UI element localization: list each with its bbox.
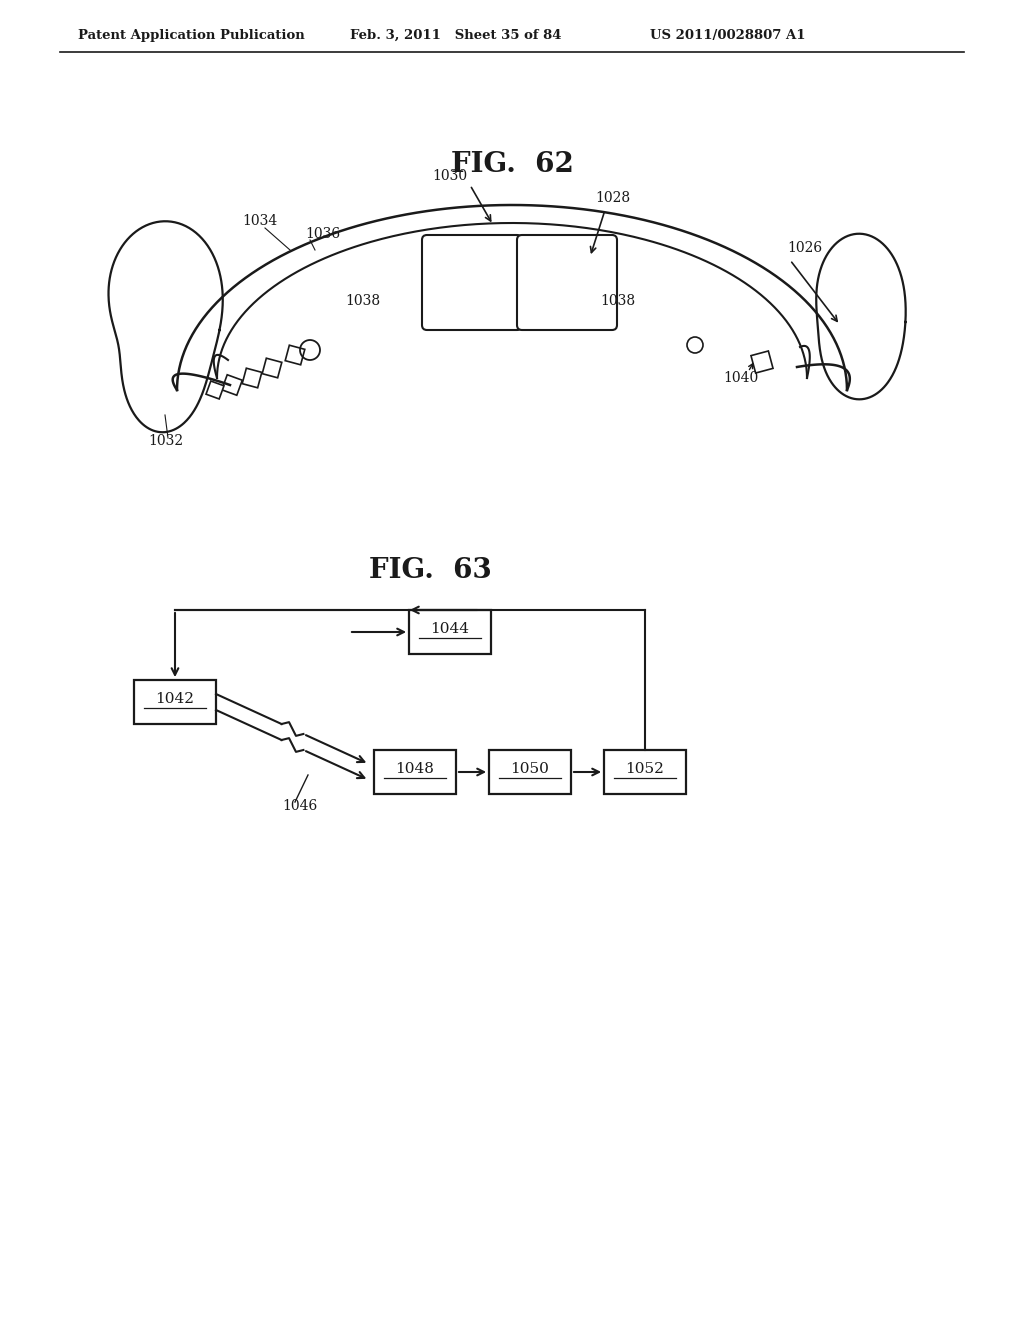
- Polygon shape: [206, 381, 224, 399]
- Text: FIG.  62: FIG. 62: [451, 152, 573, 178]
- Text: 1042: 1042: [156, 692, 195, 706]
- FancyBboxPatch shape: [422, 235, 522, 330]
- Polygon shape: [262, 358, 282, 378]
- Text: 1030: 1030: [432, 169, 467, 183]
- Text: Patent Application Publication: Patent Application Publication: [78, 29, 305, 41]
- Bar: [134, 680, 216, 723]
- Bar: [409, 610, 490, 653]
- Text: 1040: 1040: [723, 371, 758, 385]
- Polygon shape: [751, 351, 773, 374]
- Text: 1032: 1032: [148, 434, 183, 447]
- FancyBboxPatch shape: [517, 235, 617, 330]
- Text: Feb. 3, 2011   Sheet 35 of 84: Feb. 3, 2011 Sheet 35 of 84: [350, 29, 561, 41]
- Text: 1026: 1026: [787, 242, 822, 255]
- Bar: [604, 750, 686, 795]
- Bar: [374, 750, 456, 795]
- Text: 1050: 1050: [511, 762, 550, 776]
- Bar: [489, 750, 571, 795]
- Polygon shape: [243, 368, 262, 388]
- Text: 1028: 1028: [595, 191, 630, 205]
- Text: 1038: 1038: [345, 294, 380, 308]
- Text: US 2011/0028807 A1: US 2011/0028807 A1: [650, 29, 806, 41]
- Text: 1034: 1034: [242, 214, 278, 228]
- Text: FIG.  63: FIG. 63: [369, 557, 492, 583]
- Text: 1046: 1046: [282, 799, 317, 813]
- Polygon shape: [286, 346, 305, 364]
- Text: 1052: 1052: [626, 762, 665, 776]
- Polygon shape: [222, 375, 243, 395]
- Text: 1038: 1038: [600, 294, 635, 308]
- Text: 1048: 1048: [395, 762, 434, 776]
- Text: 1036: 1036: [305, 227, 340, 242]
- Text: 1044: 1044: [430, 622, 469, 636]
